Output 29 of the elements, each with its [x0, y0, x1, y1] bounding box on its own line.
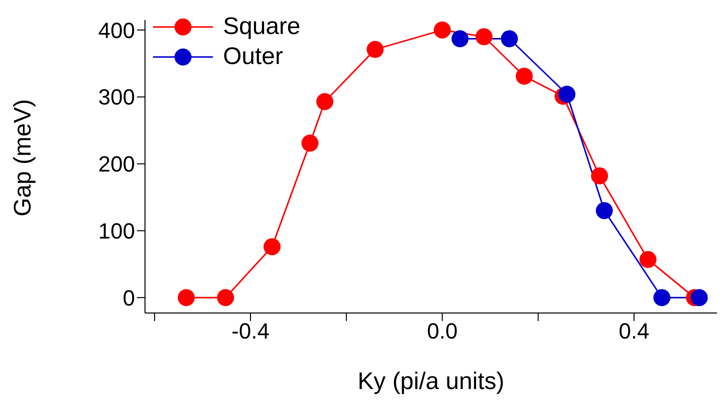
point — [516, 68, 533, 85]
point — [558, 86, 576, 103]
point — [475, 28, 492, 46]
point — [653, 289, 670, 306]
point — [217, 289, 234, 306]
point — [596, 202, 613, 220]
x-tick-label: 0.4 — [618, 318, 650, 344]
legend-label: Outer — [223, 42, 284, 72]
y-tick-label: 100 — [98, 218, 135, 244]
x-axis-title: Ky (pi/a units) — [358, 368, 504, 395]
point — [434, 22, 451, 39]
y-tick-label: 0 — [122, 285, 135, 310]
y-axis-title: Gap (meV) — [10, 99, 37, 216]
point — [452, 30, 469, 48]
point — [264, 238, 281, 256]
point — [500, 30, 518, 48]
point — [178, 289, 195, 306]
y-tick-label: 300 — [98, 84, 135, 110]
point — [301, 134, 318, 152]
y-tick-label: 200 — [98, 152, 135, 177]
x-tick-label: 0.0 — [426, 318, 458, 344]
point — [591, 167, 608, 184]
point — [366, 40, 384, 58]
point — [639, 250, 656, 268]
y-tick-label: 400 — [98, 18, 135, 43]
point — [690, 289, 708, 306]
x-tick-label: -0.4 — [232, 318, 270, 344]
legend-label: Square — [223, 12, 300, 42]
point — [316, 93, 334, 110]
